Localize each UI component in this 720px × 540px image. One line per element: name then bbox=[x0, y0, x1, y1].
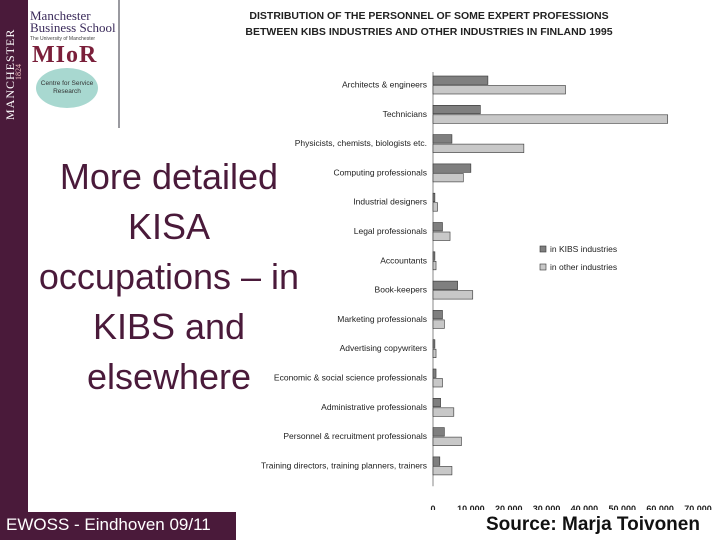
bar-other bbox=[432, 143, 525, 153]
category-label: Economic & social science professionals bbox=[274, 373, 427, 383]
bar-other bbox=[432, 378, 443, 388]
logo-block: Manchester Business School The Universit… bbox=[30, 8, 120, 120]
bar-kibs bbox=[432, 192, 436, 202]
bar-kibs bbox=[432, 222, 443, 232]
bar-kibs bbox=[432, 310, 443, 320]
bar-other bbox=[432, 85, 566, 95]
category-label: Advertising copywriters bbox=[340, 343, 427, 353]
x-tick-label: 50,000 bbox=[609, 504, 637, 510]
category-label: Technicians bbox=[383, 109, 427, 119]
bar-kibs bbox=[432, 104, 481, 115]
x-tick-label: 60,000 bbox=[646, 504, 674, 510]
bar-other bbox=[432, 436, 462, 446]
bar-kibs bbox=[432, 339, 436, 349]
sidebar-year: 1824 bbox=[14, 64, 23, 80]
legend-swatch bbox=[539, 245, 547, 253]
bar-other bbox=[432, 466, 453, 476]
logo-tagline: The University of Manchester bbox=[30, 36, 96, 42]
x-tick-label: 40,000 bbox=[571, 504, 599, 510]
centre-label: Centre for Service Research bbox=[40, 80, 94, 95]
bar-kibs bbox=[432, 456, 441, 466]
bar-other bbox=[432, 348, 437, 359]
category-label: Training directors, training planners, t… bbox=[261, 460, 427, 470]
bar-kibs bbox=[432, 163, 472, 173]
category-label: Personnel & recruitment professionals bbox=[283, 431, 427, 441]
logo-school: Manchester Business School bbox=[30, 8, 116, 35]
x-tick-label: 0 bbox=[430, 504, 435, 510]
category-label: Architects & engineers bbox=[342, 80, 427, 90]
bar-other bbox=[432, 114, 669, 124]
category-label: Administrative professionals bbox=[321, 402, 427, 412]
legend-swatch bbox=[539, 263, 547, 271]
bar-kibs bbox=[432, 251, 436, 261]
category-label: Computing professionals bbox=[333, 167, 427, 177]
bar-kibs bbox=[432, 368, 437, 378]
source-credit: Source: Marja Toivonen bbox=[486, 514, 700, 535]
x-tick-label: 30,000 bbox=[533, 504, 561, 510]
brand-sidebar: MANCHESTER 1824 bbox=[0, 0, 28, 540]
bar-other bbox=[432, 319, 445, 329]
category-label: Industrial designers bbox=[353, 197, 427, 207]
bar-chart: Architects & engineers Technicians Physici… bbox=[261, 72, 712, 510]
bar-kibs bbox=[432, 134, 453, 144]
category-label: Legal professionals bbox=[354, 226, 427, 236]
bar-other bbox=[432, 261, 437, 271]
slide-heading: More detailed KISA occupations – in KIBS… bbox=[38, 156, 300, 397]
legend-entry: in KIBS industries bbox=[550, 244, 617, 254]
x-tick-label: 70,000 bbox=[684, 504, 712, 510]
legend-entry: in other industries bbox=[550, 262, 617, 272]
x-tick-label: 20,000 bbox=[495, 504, 523, 510]
header-divider bbox=[118, 0, 120, 128]
category-label: Marketing professionals bbox=[337, 314, 427, 324]
bar-other bbox=[432, 290, 474, 300]
bar-kibs bbox=[432, 75, 489, 85]
chart-title: DISTRIBUTION OF THE PERSONNEL OF SOME EX… bbox=[245, 10, 613, 38]
category-label: Physicists, chemists, biologists etc. bbox=[295, 138, 427, 148]
bar-other bbox=[432, 231, 451, 241]
bar-kibs bbox=[432, 427, 445, 437]
category-label: Accountants bbox=[380, 255, 427, 265]
logo-mior: MIoR bbox=[32, 42, 98, 68]
bar-kibs bbox=[432, 280, 458, 290]
footer-bar: EWOSS - Eindhoven 09/11 bbox=[0, 512, 236, 540]
bar-other bbox=[432, 173, 464, 183]
centre-badge: Centre for Service Research bbox=[36, 68, 98, 108]
x-tick-label: 10,000 bbox=[457, 504, 485, 510]
bar-kibs bbox=[432, 397, 441, 408]
sidebar-brand: MANCHESTER bbox=[3, 28, 17, 120]
category-label: Book-keepers bbox=[375, 285, 427, 295]
bar-other bbox=[432, 202, 438, 212]
bar-other bbox=[432, 407, 455, 417]
